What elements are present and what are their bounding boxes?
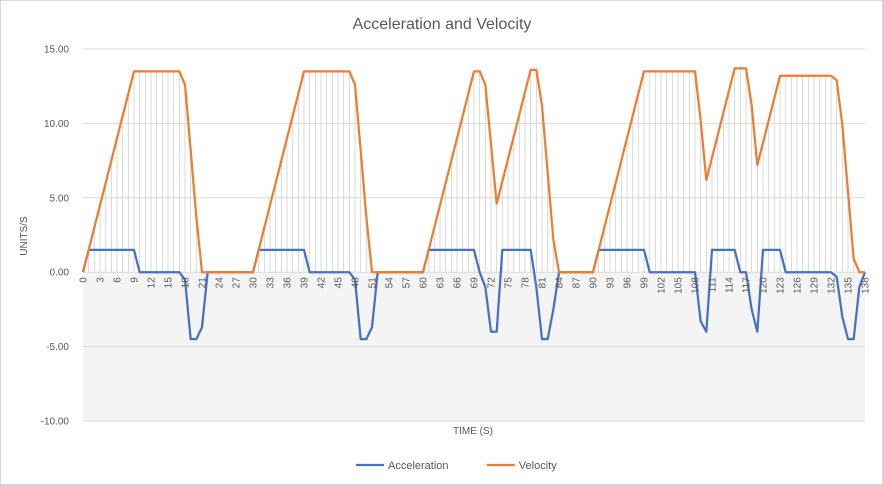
x-tick-label: 138: [861, 277, 872, 294]
x-tick-label: 27: [232, 277, 243, 289]
x-tick-label: 24: [215, 277, 226, 289]
x-tick-label: 72: [487, 277, 498, 289]
x-tick-label: 36: [283, 277, 294, 289]
x-tick-label: 96: [623, 277, 634, 289]
legend-label-velocity: Velocity: [519, 460, 557, 472]
x-tick-label: 18: [181, 277, 192, 289]
x-tick-label: 39: [300, 277, 311, 289]
x-tick-label: 0: [79, 277, 90, 283]
x-tick-label: 120: [759, 277, 770, 294]
x-tick-label: 15: [164, 277, 175, 289]
y-tick-label: 15.00: [44, 45, 69, 56]
series-line-velocity: [81, 67, 865, 274]
y-tick-label: 0.00: [50, 268, 70, 279]
x-tick-label: 99: [640, 277, 651, 289]
x-tick-label: 69: [470, 277, 481, 289]
gridlines: [83, 48, 865, 422]
x-tick-label: 84: [555, 277, 566, 289]
series-line-acceleration: [81, 248, 867, 341]
x-axis-ticks: 0 3 6 9 12 15 18 21 24 27 30 33 36 39 42 45 48 51 54 57 60 63…: [79, 277, 872, 294]
x-tick-label: 135: [844, 277, 855, 294]
x-tick-label: 78: [521, 277, 532, 289]
drop-lines: [88, 68, 855, 273]
x-tick-label: 63: [436, 277, 447, 289]
legend: Acceleration Velocity: [356, 460, 557, 472]
x-tick-label: 108: [691, 277, 702, 294]
series-layer: [81, 67, 867, 341]
chart-title: Acceleration and Velocity: [353, 16, 532, 33]
y-tick-label: -5.00: [46, 342, 69, 353]
x-tick-label: 66: [453, 277, 464, 289]
x-tick-label: 57: [402, 277, 413, 289]
x-axis-label: TIME (S): [453, 426, 493, 437]
x-tick-label: 117: [742, 277, 753, 293]
x-tick-label: 111: [708, 277, 719, 293]
x-tick-label: 105: [674, 277, 685, 294]
y-tick-label: 5.00: [50, 193, 70, 204]
x-tick-label: 60: [419, 277, 430, 289]
x-tick-label: 48: [351, 277, 362, 289]
x-tick-label: 3: [96, 277, 107, 283]
x-tick-label: 9: [130, 277, 141, 283]
x-tick-label: 45: [334, 277, 345, 289]
x-tick-label: 132: [827, 277, 838, 294]
x-tick-label: 114: [725, 277, 736, 293]
x-tick-label: 87: [572, 277, 583, 289]
x-tick-label: 81: [538, 277, 549, 289]
x-tick-label: 93: [606, 277, 617, 289]
y-axis-ticks: -10.00 -5.00 0.00 5.00 10.00 15.00: [41, 45, 70, 428]
legend-label-acceleration: Acceleration: [388, 460, 449, 472]
x-tick-label: 30: [249, 277, 260, 289]
y-tick-label: 10.00: [44, 119, 69, 130]
x-tick-label: 102: [657, 277, 668, 294]
x-tick-label: 129: [810, 277, 821, 294]
x-tick-label: 123: [776, 277, 787, 294]
x-tick-label: 126: [793, 277, 804, 294]
y-axis-label: UNITS/S: [19, 216, 30, 256]
x-tick-label: 90: [589, 277, 600, 289]
x-tick-label: 12: [147, 277, 158, 289]
x-tick-label: 51: [368, 277, 379, 289]
y-tick-label: -10.00: [41, 417, 70, 428]
x-tick-label: 75: [504, 277, 515, 289]
x-tick-label: 6: [113, 277, 124, 283]
x-tick-label: 54: [385, 277, 396, 289]
x-tick-label: 21: [198, 277, 209, 289]
x-tick-label: 33: [266, 277, 277, 289]
x-tick-label: 42: [317, 277, 328, 289]
